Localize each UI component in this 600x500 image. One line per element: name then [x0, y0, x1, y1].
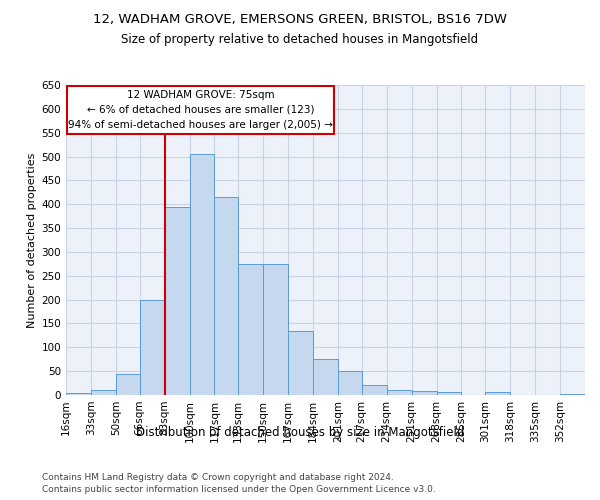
Bar	[288, 330, 313, 395]
Text: 12 WADHAM GROVE: 75sqm: 12 WADHAM GROVE: 75sqm	[127, 90, 274, 100]
Bar	[66, 392, 91, 395]
Bar	[437, 392, 461, 395]
Bar	[116, 374, 140, 395]
Bar	[560, 394, 585, 395]
Y-axis label: Number of detached properties: Number of detached properties	[27, 152, 37, 328]
Text: 94% of semi-detached houses are larger (2,005) →: 94% of semi-detached houses are larger (…	[68, 120, 333, 130]
Bar	[214, 197, 238, 395]
Bar	[238, 264, 263, 395]
Bar	[263, 264, 288, 395]
Bar	[362, 386, 386, 395]
Bar	[386, 390, 412, 395]
Text: Contains HM Land Registry data © Crown copyright and database right 2024.: Contains HM Land Registry data © Crown c…	[42, 472, 394, 482]
Bar	[140, 300, 164, 395]
Bar	[313, 359, 338, 395]
Text: Contains public sector information licensed under the Open Government Licence v3: Contains public sector information licen…	[42, 485, 436, 494]
Text: 12, WADHAM GROVE, EMERSONS GREEN, BRISTOL, BS16 7DW: 12, WADHAM GROVE, EMERSONS GREEN, BRISTO…	[93, 12, 507, 26]
Bar	[190, 154, 214, 395]
Bar	[91, 390, 116, 395]
FancyBboxPatch shape	[67, 86, 334, 134]
Text: Size of property relative to detached houses in Mangotsfield: Size of property relative to detached ho…	[121, 32, 479, 46]
Text: Distribution of detached houses by size in Mangotsfield: Distribution of detached houses by size …	[136, 426, 464, 439]
Bar	[338, 371, 362, 395]
Text: ← 6% of detached houses are smaller (123): ← 6% of detached houses are smaller (123…	[87, 104, 314, 115]
Bar	[485, 392, 510, 395]
Bar	[412, 391, 437, 395]
Bar	[164, 206, 190, 395]
